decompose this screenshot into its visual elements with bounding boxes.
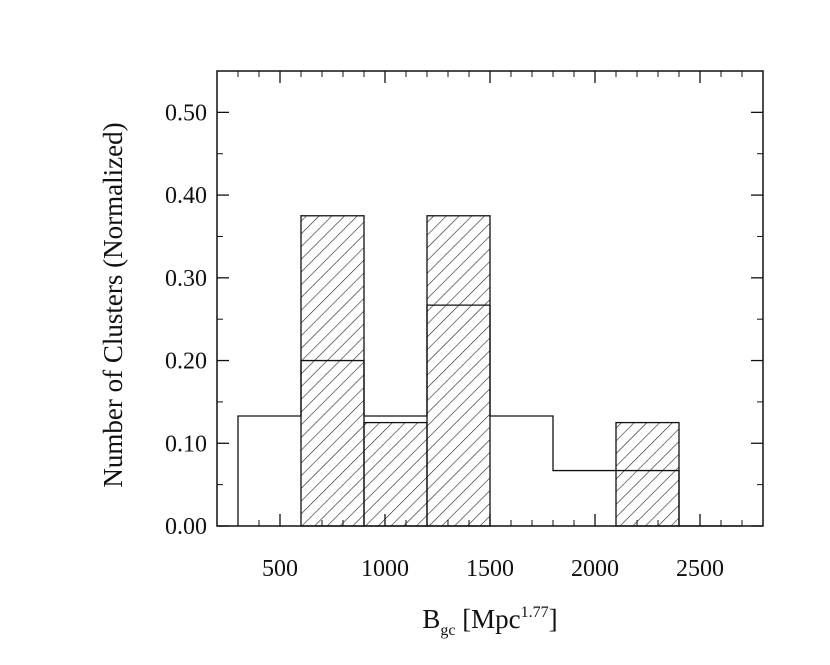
x-tick-label: 1000 xyxy=(361,556,409,582)
y-tick-labels: 0.00 0.10 0.20 0.30 0.40 0.50 xyxy=(165,100,207,540)
x-tick-label: 2000 xyxy=(571,556,619,582)
open-step-line xyxy=(237,304,742,527)
x-tick-label: 2500 xyxy=(676,556,724,582)
y-tick-label: 0.30 xyxy=(165,266,207,292)
y-axis-title: Number of Clusters (Normalized) xyxy=(98,122,128,487)
x-axis-title-subscript: gc xyxy=(440,622,455,639)
y-tick-label: 0.20 xyxy=(165,349,207,375)
open-step-histogram xyxy=(237,304,742,527)
x-axis-title-unit: [Mpc xyxy=(455,604,520,634)
x-axis-title-close: ] xyxy=(549,604,558,634)
hatched-histogram xyxy=(300,215,680,527)
x-tick-label: 500 xyxy=(262,556,298,582)
y-tick-label: 0.10 xyxy=(165,431,207,457)
axis-ticks xyxy=(217,70,763,527)
x-axis-title-main: B xyxy=(422,604,440,634)
y-tick-label: 0.40 xyxy=(165,183,207,209)
x-tick-label: 1500 xyxy=(466,556,514,582)
x-axis-title-superscript: 1.77 xyxy=(521,604,549,621)
hatched-bar xyxy=(615,421,680,527)
hatched-bar xyxy=(426,215,491,527)
y-tick-label: 0.00 xyxy=(165,514,207,540)
x-tick-labels: 500 1000 1500 2000 2500 xyxy=(262,556,724,582)
plot-frame xyxy=(216,70,764,527)
hatched-bar xyxy=(363,421,428,527)
y-tick-label: 0.50 xyxy=(165,100,207,126)
x-axis-title: Bgc [Mpc1.77] xyxy=(422,604,557,639)
hatched-bar xyxy=(300,215,365,527)
